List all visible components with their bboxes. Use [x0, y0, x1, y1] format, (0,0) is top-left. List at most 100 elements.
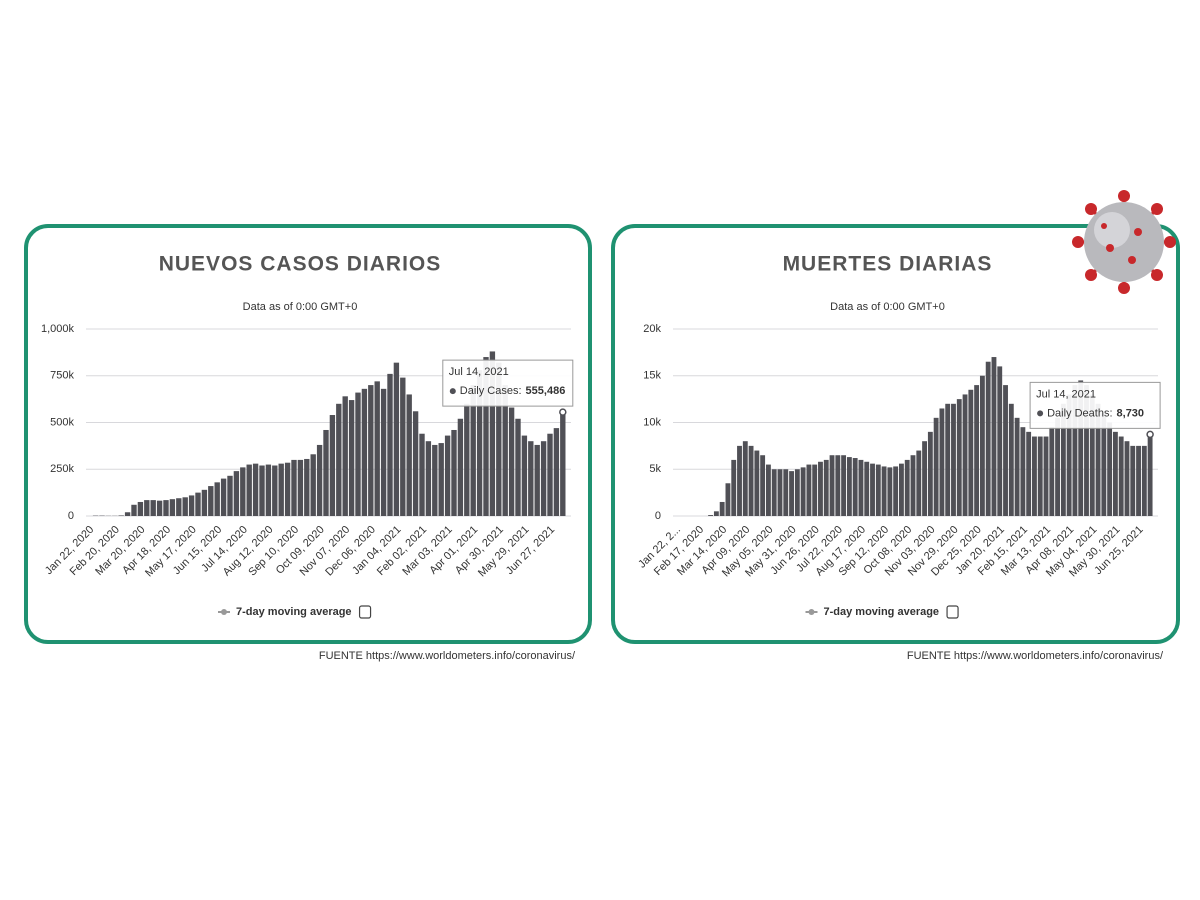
bar [451, 429, 457, 516]
legend-checkbox [946, 605, 959, 619]
tooltip-box [442, 359, 574, 407]
legend-checkbox [358, 605, 372, 619]
y-tick-label: 5k [649, 463, 661, 475]
bar [864, 461, 870, 516]
bar [521, 435, 528, 516]
bar [789, 471, 794, 516]
bar [835, 455, 841, 516]
bar [291, 459, 297, 516]
tooltip-name: Daily Deaths: [1047, 407, 1112, 419]
tooltip-value: 8,730 [1117, 407, 1145, 419]
bar [1147, 434, 1153, 516]
bar [1003, 385, 1008, 516]
bar [893, 466, 899, 516]
bar [841, 455, 847, 516]
bar [962, 394, 968, 516]
bar [1043, 436, 1049, 516]
bar [852, 458, 858, 516]
bar [387, 373, 393, 516]
bar [881, 466, 887, 516]
bar [829, 455, 835, 516]
bar [725, 483, 731, 516]
bar [419, 433, 425, 516]
bar [118, 515, 124, 516]
tooltip-point [559, 408, 567, 416]
bar [1026, 431, 1032, 516]
bar [150, 500, 156, 516]
bar [1055, 417, 1061, 516]
bar [1049, 427, 1055, 516]
bar [329, 415, 336, 516]
bar [1066, 394, 1072, 516]
bar [227, 475, 233, 516]
bar [508, 407, 515, 516]
bar [272, 465, 278, 516]
bar [233, 471, 240, 516]
bar [323, 429, 329, 516]
bar [997, 366, 1003, 516]
panel-frame [611, 224, 1180, 644]
y-tick-label: 15k [643, 370, 661, 382]
bar [979, 375, 985, 516]
bar [1032, 436, 1037, 516]
panel-frame [24, 224, 592, 644]
bar [176, 498, 182, 516]
bar [870, 463, 875, 516]
bar [528, 441, 534, 516]
bar [818, 461, 823, 516]
y-tick-label: 1,000k [41, 323, 75, 335]
bar [1124, 441, 1130, 516]
bar [515, 418, 521, 516]
tooltip-bullet [1037, 410, 1044, 417]
legend-entry: 7-day moving average [824, 606, 940, 618]
bar [731, 459, 737, 516]
bar [1101, 413, 1107, 516]
bar [875, 464, 881, 516]
bar [188, 495, 195, 516]
y-tick-label: 0 [655, 510, 661, 522]
bar [812, 464, 818, 516]
chart-title: MUERTES DIARIAS [783, 253, 993, 276]
chart-subtitle: Data as of 0:00 GMT+0 [830, 301, 945, 313]
bar [425, 441, 432, 516]
bar [336, 403, 342, 516]
bar [547, 433, 553, 516]
bar [742, 441, 748, 516]
source-note: FUENTE https://www.worldometers.info/cor… [907, 650, 1164, 662]
bar [933, 417, 939, 516]
bar [765, 464, 771, 516]
bar [974, 385, 980, 516]
y-tick-label: 20k [643, 323, 661, 335]
bar [916, 450, 922, 516]
bar [927, 431, 933, 516]
bar [470, 385, 476, 516]
bar [1141, 445, 1147, 516]
bar [182, 497, 188, 516]
bar [432, 444, 438, 516]
bar [800, 467, 806, 516]
bar [534, 444, 540, 516]
bar [496, 362, 502, 516]
bar [1107, 422, 1113, 516]
bar [144, 500, 150, 516]
bar [361, 388, 368, 516]
bar [502, 385, 508, 516]
bar [713, 511, 719, 516]
bar [1037, 436, 1043, 516]
bar [393, 362, 400, 516]
bar [355, 392, 361, 516]
bar [297, 459, 304, 516]
bar [823, 459, 829, 516]
bar [368, 385, 374, 516]
bar [737, 445, 742, 516]
y-tick-label: 750k [50, 370, 74, 382]
bar [985, 361, 991, 516]
legend-marker [808, 609, 815, 615]
tooltip: Jul 14, 2021 Daily Cases: 555,486 [442, 359, 574, 416]
tooltip-name: Daily Cases: [460, 385, 522, 397]
bar [1130, 445, 1136, 516]
bar [1112, 431, 1118, 516]
bar [754, 450, 760, 516]
tooltip-box [1029, 381, 1161, 429]
bar [348, 400, 355, 516]
